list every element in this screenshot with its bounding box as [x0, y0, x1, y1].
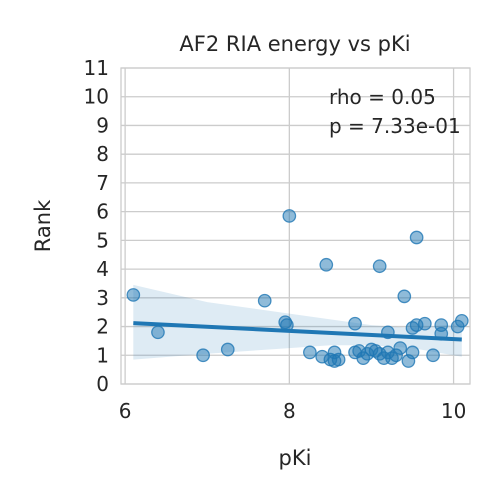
data-point	[331, 352, 346, 367]
y-tick-label: 10	[84, 85, 109, 109]
tick-labels: 0 1 2 3 4 5 6 7 8 9 10 11 6 8 10	[84, 56, 467, 423]
regression-line-layer	[133, 321, 462, 342]
data-point	[348, 316, 362, 331]
data-point	[126, 288, 141, 302]
data-point	[319, 257, 334, 272]
y-tick-label: 9	[96, 113, 109, 137]
data-point	[393, 341, 408, 355]
x-tick-label: 10	[441, 399, 466, 423]
data-point	[220, 342, 235, 357]
y-tick-label: 5	[96, 228, 109, 252]
y-tick-label: 6	[96, 200, 109, 224]
data-point	[303, 345, 317, 360]
data-point	[417, 316, 432, 331]
y-axis-label: Rank	[31, 199, 55, 252]
data-point	[397, 289, 412, 304]
y-tick-label: 0	[96, 372, 109, 396]
y-tick-label: 8	[96, 142, 109, 166]
confidence-band-layer	[133, 284, 462, 360]
annotation-p-value: p = 7.33e-01	[329, 114, 461, 138]
y-tick-label: 3	[96, 286, 109, 310]
y-tick-label: 11	[84, 56, 109, 80]
y-tick-label: 1	[96, 343, 109, 367]
y-tick-label: 7	[96, 171, 109, 195]
plot-frame	[120, 67, 471, 385]
data-point	[282, 209, 297, 223]
regression-line	[133, 321, 462, 342]
points-layer	[126, 209, 469, 368]
chart-title: AF2 RIA energy vs pKi	[179, 32, 410, 56]
annotation-rho: rho = 0.05	[329, 85, 436, 109]
data-point	[405, 345, 420, 360]
data-point	[372, 259, 387, 274]
y-tick-label: 2	[96, 315, 109, 339]
data-point	[426, 348, 440, 363]
x-axis-label: pKi	[279, 446, 312, 470]
data-point	[257, 293, 272, 308]
data-point	[409, 230, 424, 245]
x-tick-label: 8	[283, 399, 296, 423]
data-point	[196, 348, 210, 363]
confidence-band	[133, 284, 462, 360]
x-tick-label: 6	[119, 399, 132, 423]
y-tick-label: 4	[96, 257, 109, 281]
data-point	[151, 325, 165, 340]
data-point	[454, 313, 469, 328]
